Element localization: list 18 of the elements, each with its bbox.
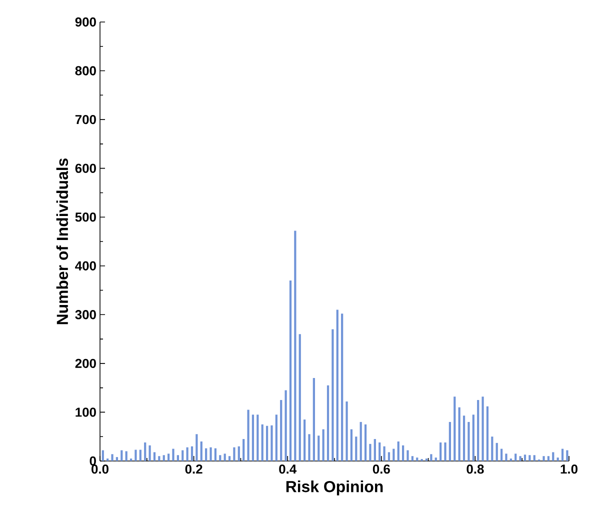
y-tick-label: 200: [75, 358, 96, 368]
x-axis-title: Risk Opinion: [286, 480, 383, 496]
x-tick-label: 1.0: [560, 464, 578, 474]
y-tick-label: 400: [75, 261, 96, 270]
y-tick-label: 900: [75, 17, 96, 27]
y-axis-title: Number of Individuals: [56, 158, 68, 324]
x-tick-label: 0.0: [92, 464, 108, 474]
x-tick-label: 0.2: [185, 464, 202, 474]
x-tick-label: 0.6: [372, 464, 390, 474]
x-tick-label: 0.8: [466, 464, 484, 474]
y-tick-label: 600: [75, 164, 96, 173]
y-tick-label: 800: [75, 66, 96, 76]
y-tick-label: 300: [75, 310, 96, 320]
y-tick-label: 0: [90, 456, 96, 466]
x-tick-label: 0.4: [279, 464, 297, 474]
y-tick-label: 500: [75, 212, 96, 222]
y-tick-label: 700: [75, 114, 96, 124]
y-tick-label: 100: [76, 408, 96, 417]
